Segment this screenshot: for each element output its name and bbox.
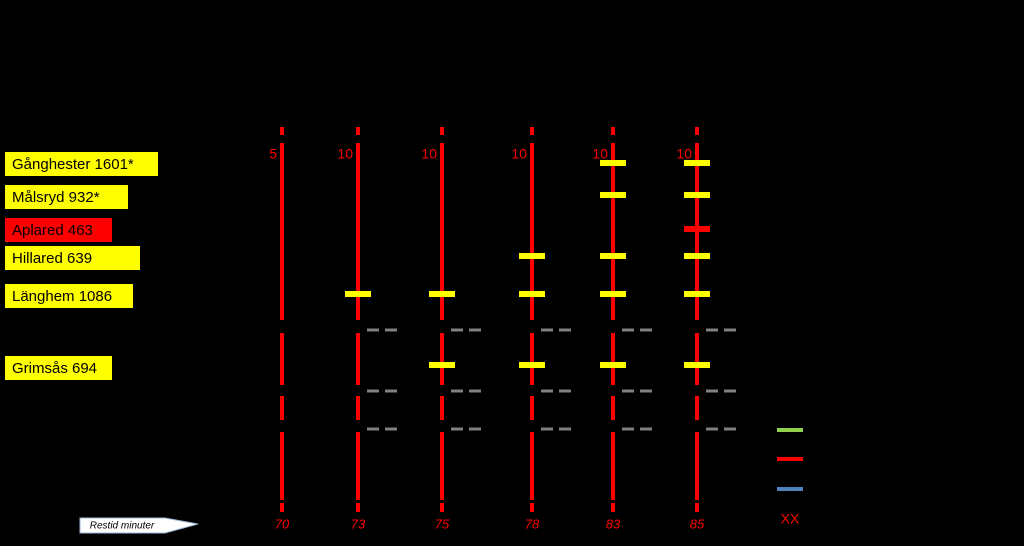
stop-marker [600, 192, 626, 198]
callout-box [79, 517, 199, 534]
station-box [5, 356, 112, 380]
route-frequency: 5 [269, 146, 277, 162]
station-label: Aplared 463 [12, 222, 93, 239]
station-box [5, 246, 140, 270]
stop-marker [684, 362, 710, 368]
station-box [5, 218, 112, 242]
route-frequency: 10 [676, 146, 692, 162]
station-box [5, 284, 133, 308]
route-frequency: 10 [592, 146, 608, 162]
stop-marker [600, 253, 626, 259]
station-label: Grimsås 694 [12, 360, 97, 377]
callout: Restid minuter [79, 517, 199, 534]
stop-marker [684, 226, 710, 232]
station-box [5, 152, 158, 176]
stop-marker [429, 362, 455, 368]
stop-marker [600, 291, 626, 297]
station-label: Gånghester 1601* [12, 156, 134, 173]
station-label: Hillared 639 [12, 250, 92, 267]
stop-marker [684, 160, 710, 166]
route-frequency: 10 [337, 146, 353, 162]
stop-marker [684, 291, 710, 297]
callout-text: Restid minuter [90, 521, 155, 532]
route-travel-time: 85 [690, 516, 705, 531]
route-travel-time: 78 [525, 516, 540, 531]
stop-marker [600, 362, 626, 368]
station-box [5, 185, 128, 209]
stop-marker [600, 160, 626, 166]
stop-marker [429, 291, 455, 297]
stop-marker [684, 192, 710, 198]
route-frequency: 10 [421, 146, 437, 162]
stop-marker [519, 291, 545, 297]
stop-marker [684, 253, 710, 259]
route-travel-time: 73 [351, 516, 366, 531]
stop-marker [345, 291, 371, 297]
route-travel-time: 75 [435, 516, 450, 531]
route-travel-time: 70 [275, 516, 290, 531]
route-travel-time: 83 [606, 516, 621, 531]
station-label: Målsryd 932* [12, 189, 100, 206]
station-label: Länghem 1086 [12, 288, 112, 305]
stop-marker [519, 362, 545, 368]
legend-label: XX [781, 511, 800, 527]
stop-marker [519, 253, 545, 259]
route-frequency: 10 [511, 146, 527, 162]
